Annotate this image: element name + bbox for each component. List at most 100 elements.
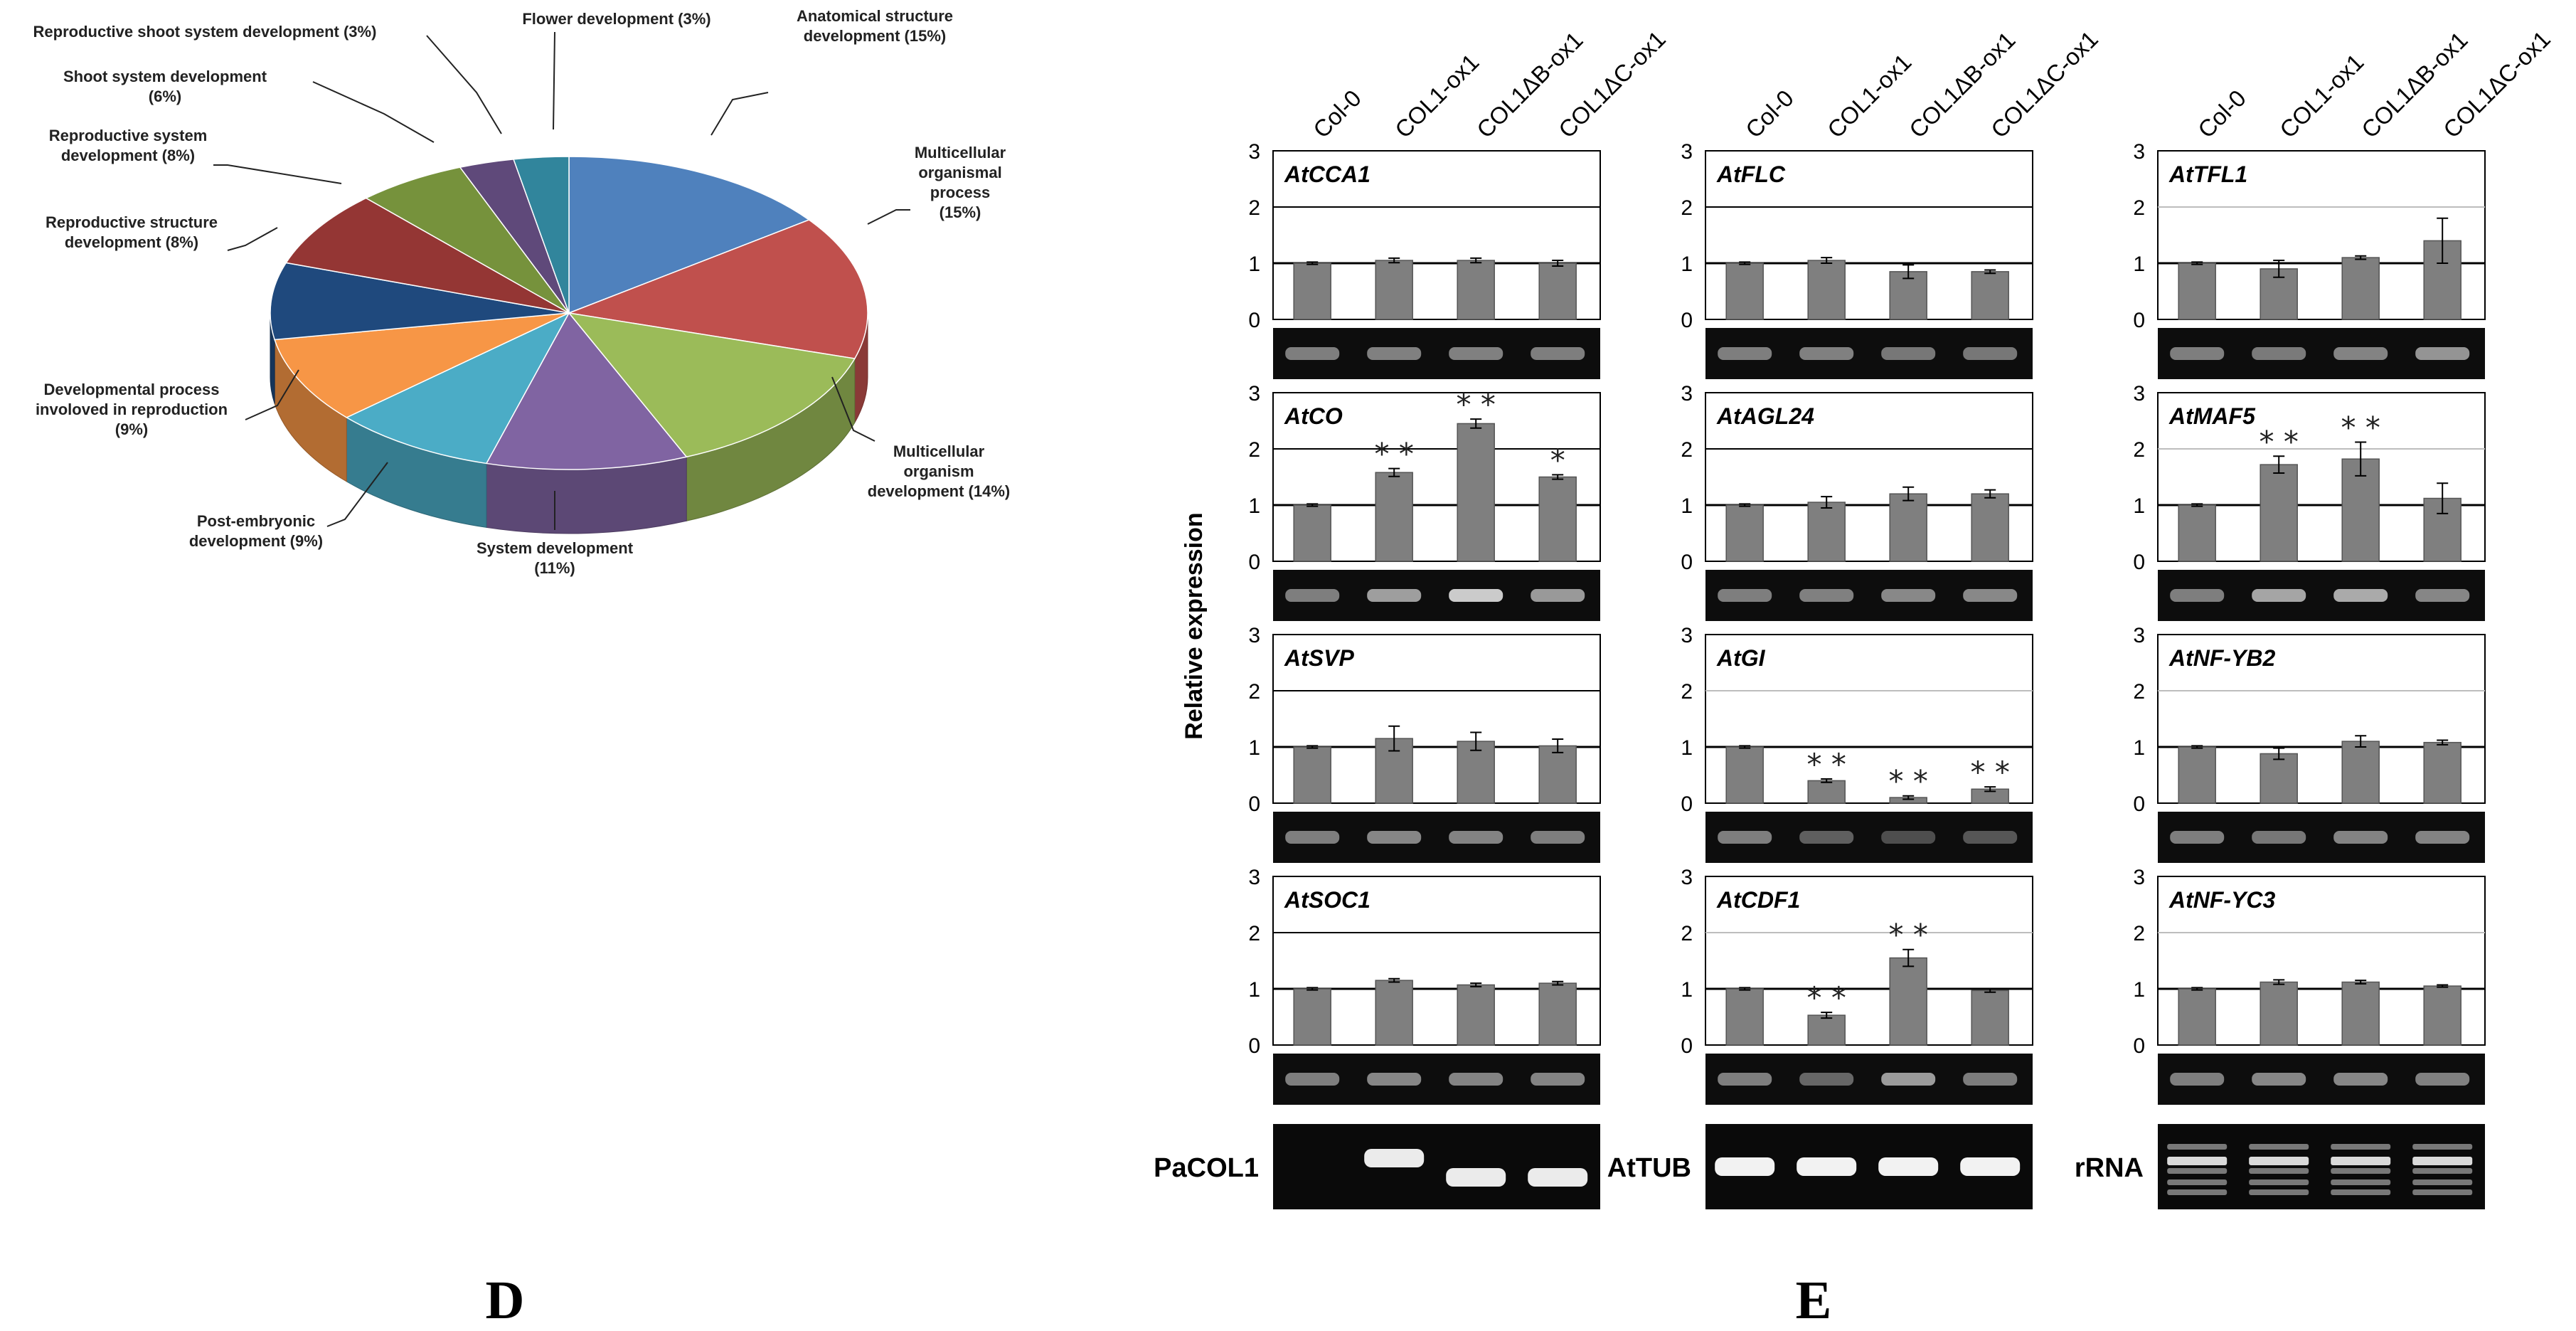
bar-AtCCA1-3 — [1457, 260, 1495, 320]
bar-AtNF-YB2-4 — [2423, 741, 2461, 804]
bar-AtSVP-2 — [1375, 738, 1413, 804]
gel-band — [2412, 1168, 2473, 1174]
gel-band — [2167, 1144, 2228, 1150]
gel-band — [2170, 1073, 2225, 1086]
y-tick-label: 2 — [1248, 922, 1260, 945]
error-bar-AtTFL1-2 — [2273, 260, 2285, 278]
y-tick-label: 3 — [1681, 866, 1693, 889]
bar-AtNF-YC3-2 — [2260, 981, 2298, 1046]
bar-AtSOC1-1 — [1293, 988, 1331, 1046]
error-bar-AtCDF1-1 — [1739, 987, 1751, 991]
gel-band — [2170, 589, 2225, 602]
error-bar-AtSOC1-3 — [1470, 982, 1482, 987]
gene-chart-AtTFL1: 0 1 2 3 AtTFL1 — [2133, 140, 2486, 379]
bar-AtCCA1-4 — [1538, 263, 1577, 320]
bar-AtSVP-1 — [1293, 746, 1331, 804]
error-bar-AtCO-3 — [1470, 418, 1482, 429]
gel-band — [1963, 1073, 2018, 1086]
pie-label-8: Reproductive system development (8%) — [49, 127, 208, 164]
gel-band — [1531, 1073, 1585, 1086]
y-tick-label: 0 — [2133, 792, 2145, 816]
error-bar-AtGI-2 — [1821, 778, 1833, 783]
y-tick-label: 0 — [2133, 1034, 2145, 1058]
gel-band — [1878, 1157, 1939, 1176]
y-tick-label: 3 — [1248, 382, 1260, 405]
error-bar-AtCO-2 — [1388, 467, 1400, 477]
gel-band — [1797, 1157, 1857, 1176]
y-tick-label: 3 — [1248, 624, 1260, 647]
y-tick-label: 2 — [1681, 196, 1693, 220]
error-bar-AtNF-YC3-1 — [2191, 987, 2203, 991]
reference-gel-AtTUB: AtTUB — [1607, 1124, 2033, 1209]
error-bar-AtNF-YB2-2 — [2273, 747, 2285, 760]
pie-slice-3 — [568, 312, 856, 458]
bar-AtNF-YC3-4 — [2423, 985, 2461, 1046]
reference-gel-label: AtTUB — [1607, 1153, 1691, 1183]
y-tick-label: 1 — [1248, 494, 1260, 518]
y-tick-label: 3 — [1681, 140, 1693, 164]
gene-chart-AtFLC: 0 1 2 3 AtFLC — [1681, 140, 2033, 379]
gel-band — [1963, 347, 2018, 360]
y-tick-label: 1 — [1681, 978, 1693, 1002]
y-tick-label: 1 — [2133, 978, 2145, 1002]
gel-band — [1799, 1073, 1854, 1086]
gel-band — [1449, 589, 1503, 602]
gel-band — [1881, 1073, 1936, 1086]
gel-band — [2415, 347, 2470, 360]
gel-band — [1531, 831, 1585, 844]
error-bar-AtSVP-1 — [1306, 745, 1319, 749]
gel-band — [1367, 1073, 1422, 1086]
gel-band — [1799, 831, 1854, 844]
gel-band — [1528, 1168, 1588, 1187]
gel-band — [1364, 1149, 1425, 1167]
error-bar-AtNF-YB2-1 — [2191, 745, 2203, 749]
bar-AtNF-YC3-1 — [2178, 988, 2216, 1046]
gel-band — [2331, 1144, 2391, 1150]
y-tick-label: 0 — [1681, 309, 1693, 332]
reference-gel-label: PaCOL1 — [1154, 1153, 1259, 1183]
y-tick-label: 3 — [1248, 866, 1260, 889]
gel-band — [1285, 347, 1340, 360]
gel-band — [1367, 589, 1422, 602]
bar-AtFLC-3 — [1889, 271, 1927, 320]
error-bar-AtTFL1-1 — [2191, 261, 2203, 265]
pie-label-10: Reproductive shoot system development (3… — [33, 23, 377, 41]
significance-marker: * * — [2260, 424, 2299, 459]
y-tick-label: 2 — [1681, 680, 1693, 704]
gel-image — [2158, 1054, 2485, 1105]
bar-AtAGL24-1 — [1725, 504, 1764, 562]
gel-band — [2331, 1189, 2391, 1195]
pie-slice-1 — [568, 156, 811, 314]
error-bar-AtFLC-4 — [1984, 269, 1996, 275]
error-bar-AtCO-1 — [1306, 503, 1319, 507]
y-tick-label: 3 — [2133, 382, 2145, 405]
y-tick-label: 1 — [1681, 736, 1693, 760]
gel-image — [2158, 812, 2485, 863]
gene-title: AtSVP — [1284, 645, 1354, 671]
gel-band — [1718, 831, 1772, 844]
pie-label-5: Post-embryonic development (9%) — [189, 512, 323, 550]
gel-band — [1799, 589, 1854, 602]
gene-title: AtCCA1 — [1284, 161, 1371, 187]
pie-label-6: Developmental process involoved in reprod… — [36, 381, 228, 438]
error-bar-AtMAF5-2 — [2273, 455, 2285, 474]
pie-label-4: System development (11%) — [477, 539, 634, 577]
gene-chart-AtSOC1: 0 1 2 3 AtSOC1 — [1248, 866, 1601, 1105]
y-tick-label: 3 — [1248, 140, 1260, 164]
gene-chart-AtNF-YC3: 0 1 2 3 AtNF-YC3 — [2133, 866, 2486, 1105]
pie-leader-line-3 — [831, 376, 875, 442]
reference-gel-image — [1273, 1124, 1600, 1209]
error-bar-AtGI-3 — [1902, 795, 1915, 800]
gene-title: AtNF-YC3 — [2168, 887, 2276, 913]
bar-AtCDF1-4 — [1971, 990, 2009, 1046]
gel-image — [1705, 328, 2033, 379]
pie-label-2: Multicellular organismal process (15%) — [915, 144, 1006, 221]
pie-leader-line-6 — [245, 369, 299, 420]
error-bar-AtSOC1-1 — [1306, 987, 1319, 991]
gel-band — [2415, 1073, 2470, 1086]
significance-marker: * * — [1457, 387, 1496, 422]
gel-band — [1449, 831, 1503, 844]
gel-band — [1285, 589, 1340, 602]
y-tick-label: 2 — [1248, 680, 1260, 704]
